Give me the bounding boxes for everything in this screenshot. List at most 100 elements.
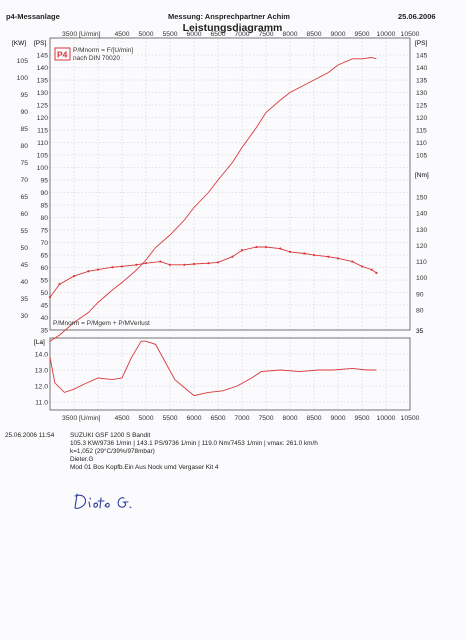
measurement-label: Messung: Ansprechpartner Achim — [168, 12, 290, 21]
ps-tick: 140 — [37, 65, 49, 72]
nm-tick: 80 — [416, 308, 424, 315]
kw-unit-label: [KW] — [12, 40, 26, 47]
lambda-tick: 11.0 — [35, 400, 48, 407]
ps-unit-label-right: [PS] — [415, 40, 427, 47]
kw-tick: 60 — [20, 211, 28, 218]
p4-logo-box — [54, 47, 71, 61]
ps-unit-label: [PS] — [34, 40, 46, 47]
rpm-tick-bottom: 4500 — [114, 415, 129, 422]
torque-point — [135, 263, 138, 266]
vehicle-model: SUZUKI GSF 1200 S Bandit — [70, 432, 151, 439]
torque-point — [87, 270, 90, 273]
ps-tick: 90 — [40, 190, 48, 197]
kw-tick: 105 — [17, 58, 29, 65]
torque-point — [375, 271, 378, 274]
torque-point — [96, 268, 100, 271]
rpm-tick-top: 5000 — [138, 31, 153, 38]
ps-tick: 70 — [40, 240, 48, 247]
dyno-chart: 3500 [U/min] 4500 5000 5500 6000 6500 7000 7500… — [12, 31, 429, 422]
grid — [50, 38, 410, 410]
rpm-tick-bottom: 8000 — [282, 415, 297, 422]
kw-tick: 75 — [20, 160, 28, 167]
torque-point — [207, 262, 210, 265]
ps-tick: 130 — [37, 90, 49, 97]
torque-point — [279, 247, 282, 250]
operator-name: Dieter.G — [70, 456, 94, 463]
curves — [48, 57, 378, 397]
kw-tick: 40 — [20, 279, 28, 286]
torque-point — [351, 260, 354, 263]
ps-tick: 125 — [37, 103, 49, 110]
loss-formula-label: P/Mnorm = P/Mgem + P/MVerlust — [53, 320, 150, 327]
rpm-tick-top: 3500 [U/min] — [62, 31, 101, 38]
kw-tick: 100 — [17, 75, 29, 82]
torque-point — [327, 255, 330, 258]
rpm-tick-top: 6500 — [210, 31, 225, 38]
ps-tick: 115 — [37, 128, 48, 135]
kw-tick: 80 — [20, 143, 28, 150]
ps-tick: 135 — [37, 78, 49, 85]
torque-point — [72, 275, 76, 278]
ps-tick: 145 — [37, 53, 49, 60]
torque-point — [58, 283, 61, 286]
rpm-tick-bottom: 3500 [U/min] — [62, 415, 101, 422]
rpm-tick-top: 9500 — [354, 31, 369, 38]
ps-tick: 60 — [40, 265, 48, 272]
ps-tick-right: 115 — [416, 128, 427, 135]
rpm-tick-bottom: 9500 — [354, 415, 369, 422]
ps-tick: 75 — [40, 228, 48, 235]
torque-point — [240, 249, 244, 252]
torque-point — [48, 295, 52, 299]
kw-tick: 35 — [20, 296, 28, 303]
ps-tick: 40 — [40, 315, 48, 322]
ps-tick: 85 — [40, 203, 48, 210]
rpm-tick-bottom: 6000 — [186, 415, 201, 422]
nm-extra-tick: 35 — [416, 328, 424, 335]
torque-point — [312, 254, 316, 257]
kw-tick: 50 — [20, 245, 28, 252]
ps-tick: 95 — [40, 178, 48, 185]
ps-tick-right: 135 — [416, 78, 428, 85]
run-timestamp: 25.06.2006 11:54 — [5, 432, 55, 439]
rpm-tick-top: 10500 — [401, 31, 420, 38]
kw-tick: 70 — [20, 177, 28, 184]
kw-tick: 85 — [20, 126, 28, 133]
ps-tick-right: 130 — [416, 90, 428, 97]
rpm-tick-bottom: 7500 — [258, 415, 273, 422]
ps-tick-right: 125 — [416, 103, 428, 110]
torque-point — [120, 265, 124, 268]
lambda-plot-frame — [49, 337, 411, 411]
rpm-tick-bottom: 10500 — [401, 415, 420, 422]
torque-curve — [49, 246, 377, 298]
lambda-unit-label: [La] — [34, 339, 45, 346]
lambda-tick: 12.0 — [35, 384, 48, 391]
lambda-tick: 14.0 — [35, 352, 48, 359]
torque-point — [303, 252, 306, 255]
rpm-tick-top: 6000 — [186, 31, 201, 38]
rpm-tick-bottom: 5000 — [138, 415, 153, 422]
rpm-tick-bottom: 9000 — [330, 415, 345, 422]
lambda-curve — [49, 340, 377, 397]
rpm-tick-top: 5500 — [162, 31, 177, 38]
ps-tick: 100 — [37, 165, 49, 172]
nm-tick: 110 — [416, 259, 427, 266]
torque-point — [144, 262, 148, 265]
legend-line-2: nach DIN 70020 — [73, 55, 120, 62]
date-label: 25.06.2006 — [398, 12, 436, 21]
rpm-tick-top: 7500 — [258, 31, 273, 38]
modification-notes: Mod 01 Bos Kopfb.Ein Aus Nock umd Vergas… — [70, 464, 219, 471]
main-plot-frame — [49, 37, 411, 331]
lambda-tick: 13.0 — [35, 368, 48, 375]
rpm-tick-top: 7000 — [234, 31, 249, 38]
rpm-tick-top: 4500 — [114, 31, 129, 38]
nm-unit-label: [Nm] — [415, 172, 429, 179]
ps-tick-right: 145 — [416, 53, 428, 60]
legend-line-1: P/Mnorm = F/[U/min] — [73, 47, 133, 54]
peak-results: 105.3 KW/9736 1/min | 143.1 PS/9736 1/mi… — [70, 440, 318, 447]
kw-tick: 95 — [20, 92, 28, 99]
kw-tick: 90 — [20, 109, 28, 116]
ps-tick-right: 120 — [416, 115, 428, 122]
chart-title: Leistungsdiagramm — [182, 22, 283, 34]
ps-tick: 55 — [40, 278, 48, 285]
torque-point — [231, 255, 234, 258]
